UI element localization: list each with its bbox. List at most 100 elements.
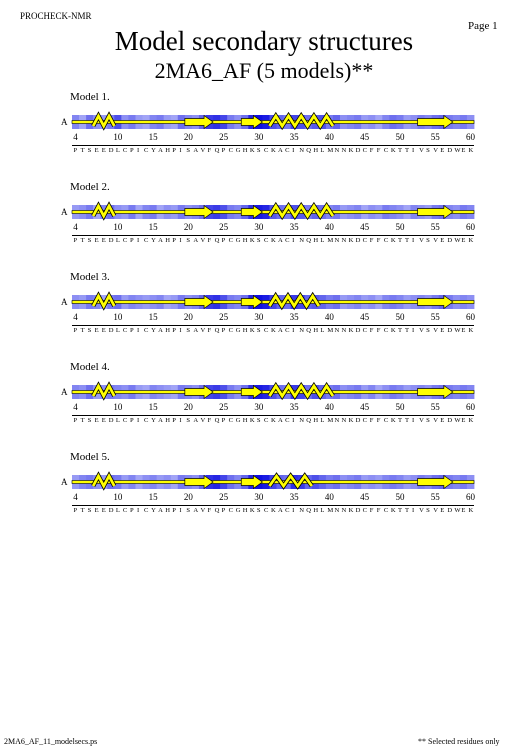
- residue-letter: I: [292, 327, 295, 334]
- strand-arrow: [240, 474, 264, 490]
- secondary-structure-track: [71, 111, 475, 131]
- axis-tick-label: 40: [324, 312, 334, 322]
- residue-letter: A: [158, 417, 163, 424]
- residue-letter: V: [433, 327, 438, 334]
- residue-letter: T: [405, 147, 410, 154]
- residue-letter: C: [144, 237, 149, 244]
- residue-letter: T: [405, 417, 410, 424]
- axis-tick-label: 60: [465, 492, 475, 502]
- residue-letter: P: [73, 237, 78, 244]
- residue-letter: G: [235, 147, 241, 154]
- residue-letter: F: [207, 237, 212, 244]
- axis-tick-label: 60: [465, 222, 475, 232]
- helix-zigzag: [91, 473, 116, 489]
- residue-letter: K: [468, 327, 474, 334]
- residue-letter: E: [461, 237, 466, 244]
- residue-letter: I: [292, 237, 295, 244]
- residue-letter: K: [271, 327, 276, 334]
- secondary-structure-track: [71, 291, 475, 311]
- residue-letter: T: [80, 237, 85, 244]
- residue-letter: A: [158, 147, 163, 154]
- residue-letter: A: [158, 507, 163, 514]
- residue-letter: P: [172, 237, 176, 244]
- residue-letter: E: [440, 147, 445, 154]
- helix-zigzag: [91, 293, 116, 309]
- residue-letter: I: [292, 147, 295, 154]
- axis-tick-label: 15: [148, 402, 158, 412]
- axis-tick-label: 55: [430, 222, 440, 232]
- residue-letter: L: [320, 327, 325, 334]
- residue-letter: M: [327, 327, 334, 334]
- residue-letter: Y: [151, 507, 156, 514]
- axis-tick-label: 20: [183, 132, 193, 142]
- strand-arrow: [184, 114, 214, 130]
- axis-tick-label: 20: [183, 492, 193, 502]
- residue-letter: A: [278, 507, 283, 514]
- residue-letter: T: [397, 237, 402, 244]
- residue-letter: N: [299, 507, 304, 514]
- page-subtitle: 2MA6_AF (5 models)**: [154, 58, 374, 83]
- residue-letter: I: [137, 417, 140, 424]
- residue-letter: C: [263, 327, 269, 334]
- residue-letter: D: [108, 147, 114, 154]
- residue-letter: K: [348, 417, 354, 424]
- residue-letter: A: [158, 237, 163, 244]
- residue-letter: K: [249, 507, 255, 514]
- residue-letter: H: [165, 507, 170, 514]
- residue-letter: P: [172, 507, 176, 514]
- residue-letter: V: [419, 327, 424, 334]
- residue-letter: W: [454, 507, 461, 514]
- residue-letter: P: [221, 417, 226, 424]
- residue-letter: H: [242, 237, 248, 244]
- residue-letter: S: [426, 327, 430, 334]
- residue-letter: S: [256, 507, 261, 514]
- residue-letter: H: [165, 327, 170, 334]
- residue-letter: A: [193, 417, 199, 424]
- axis-tick-label: 40: [324, 132, 334, 142]
- residue-letter: W: [454, 417, 461, 424]
- residue-letter: S: [426, 507, 430, 514]
- residue-letter: M: [327, 507, 334, 514]
- residue-letter: S: [186, 327, 191, 334]
- axis-tick-label: 55: [430, 492, 440, 502]
- residue-letter: T: [80, 327, 85, 334]
- strand-arrow: [417, 204, 454, 220]
- residue-letter: G: [235, 237, 241, 244]
- axis-tick-label: 60: [465, 402, 475, 412]
- residue-letter: C: [228, 237, 234, 244]
- residue-letter: V: [419, 507, 424, 514]
- residue-letter: M: [327, 237, 334, 244]
- residue-letter: V: [200, 507, 206, 514]
- axis-tick-label: 45: [360, 312, 370, 322]
- residue-letter: V: [200, 147, 206, 154]
- residue-letter: C: [383, 417, 389, 424]
- residue-letter: D: [355, 237, 361, 244]
- residue-letter: I: [137, 327, 140, 334]
- axis-tick-label: 60: [465, 132, 475, 142]
- axis-tick-label: 25: [219, 222, 229, 232]
- residue-letter: K: [390, 327, 396, 334]
- residue-letter: K: [271, 507, 276, 514]
- residue-letter: I: [179, 417, 182, 424]
- residue-letter: N: [341, 417, 347, 424]
- residue-letter: K: [348, 327, 354, 334]
- residue-letter: S: [87, 237, 92, 244]
- residue-letter: C: [228, 417, 234, 424]
- residue-letter: S: [426, 237, 430, 244]
- residue-letter: P: [129, 327, 134, 334]
- residue-letter: L: [115, 237, 120, 244]
- residue-letter: F: [369, 147, 374, 154]
- axis-tick-label: 50: [395, 222, 405, 232]
- footer-note: ** Selected residues only: [418, 737, 500, 746]
- residue-letter: S: [186, 237, 191, 244]
- residue-letter: D: [447, 327, 453, 334]
- residue-letter: C: [285, 147, 290, 154]
- residue-letter: K: [390, 147, 396, 154]
- residue-letter: K: [468, 507, 474, 514]
- residue-letter: F: [376, 417, 381, 424]
- footer-filename: 2MA6_AF_11_modelsecs.ps: [4, 737, 98, 746]
- residue-letter: Y: [151, 237, 156, 244]
- axis-tick-label: 30: [254, 312, 264, 322]
- axis-tick-label: 10: [113, 492, 123, 502]
- residue-letter: S: [426, 417, 430, 424]
